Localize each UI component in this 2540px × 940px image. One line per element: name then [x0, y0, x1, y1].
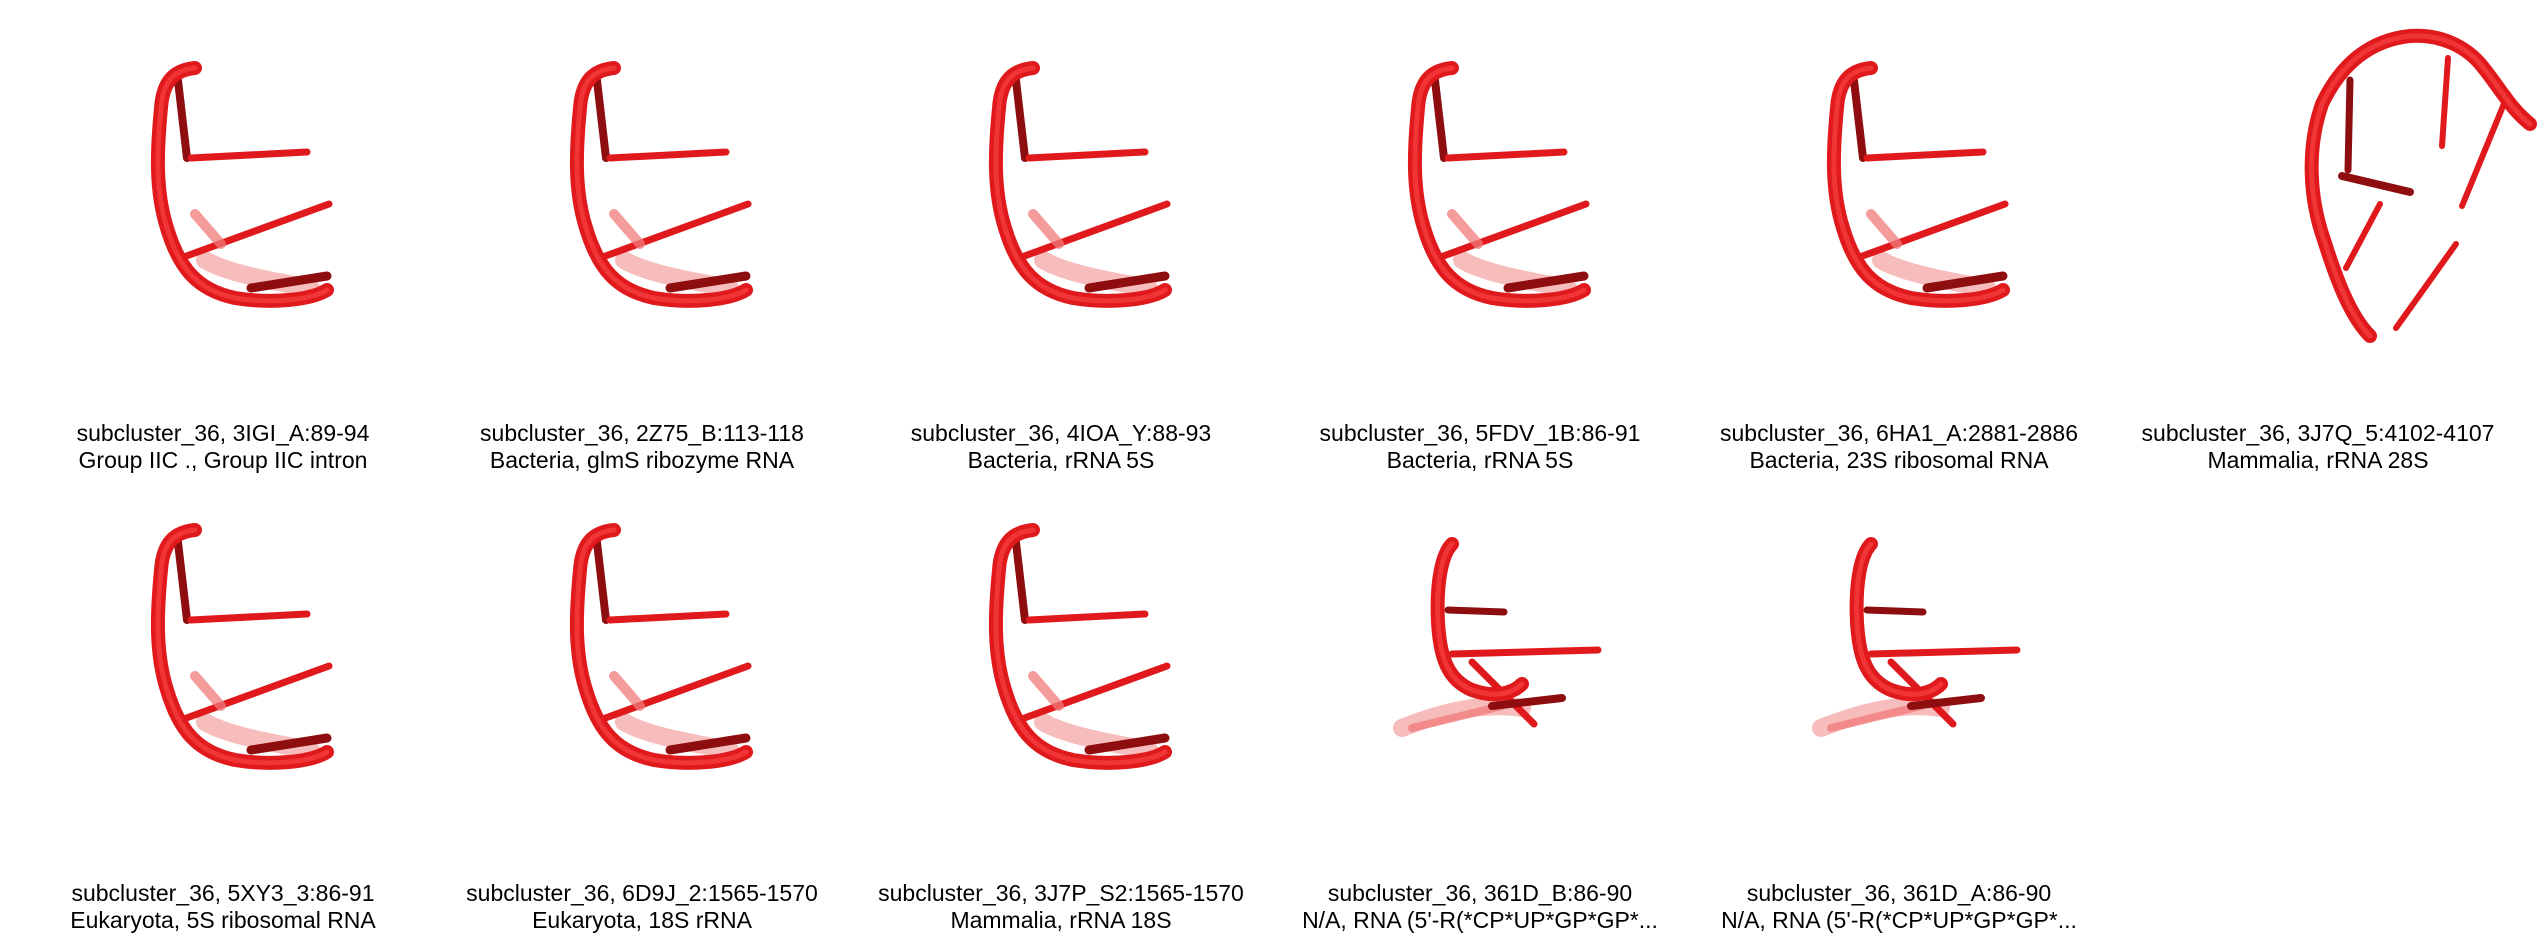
rna-3d-structure-icon — [1826, 61, 2010, 308]
tile-title: subcluster_36, 3J7P_S2:1565-1570 — [878, 880, 1244, 906]
tile-subtitle: Bacteria, rRNA 5S — [1386, 447, 1574, 473]
tile-title: subcluster_36, 3J7Q_5:4102-4107 — [2141, 420, 2495, 446]
tile-subtitle: N/A, RNA (5'-R(*CP*UP*GP*GP*... — [1302, 907, 1658, 933]
rna-3d-structure-icon — [150, 61, 334, 308]
tile-title: subcluster_36, 5FDV_1B:86-91 — [1319, 420, 1641, 446]
rna-3d-structure-icon — [988, 523, 1172, 770]
rna-3d-structure-icon — [1812, 537, 2021, 737]
tile-subtitle: Mammalia, rRNA 18S — [950, 907, 1172, 933]
tile-subtitle: Bacteria, 23S ribosomal RNA — [1749, 447, 2049, 473]
tile-subtitle: Bacteria, rRNA 5S — [967, 447, 1155, 473]
tile-subtitle: N/A, RNA (5'-R(*CP*UP*GP*GP*... — [1721, 907, 2077, 933]
rna-3d-structure-icon — [569, 61, 753, 308]
tile-subtitle: Eukaryota, 18S rRNA — [532, 907, 752, 933]
tile-subtitle: Eukaryota, 5S ribosomal RNA — [70, 907, 376, 933]
rna-3d-structure-icon — [569, 523, 753, 770]
tile-title: subcluster_36, 6D9J_2:1565-1570 — [466, 880, 818, 906]
rna-3d-structure-icon — [2304, 28, 2537, 343]
tile-title: subcluster_36, 361D_B:86-90 — [1327, 880, 1633, 906]
rna-3d-structure-icon — [988, 61, 1172, 308]
tile-title: subcluster_36, 3IGI_A:89-94 — [76, 420, 370, 446]
tile-subtitle: Bacteria, glmS ribozyme RNA — [489, 447, 795, 473]
rna-3d-structure-icon — [1407, 61, 1591, 308]
tile-subtitle: Mammalia, rRNA 28S — [2207, 447, 2429, 473]
tile-title: subcluster_36, 361D_A:86-90 — [1746, 880, 2052, 906]
rna-3d-structure-icon — [150, 523, 334, 770]
tile-subtitle: Group IIC ., Group IIC intron — [78, 447, 368, 473]
tile-title: subcluster_36, 2Z75_B:113-118 — [480, 420, 804, 446]
tile-title: subcluster_36, 4IOA_Y:88-93 — [910, 420, 1212, 446]
rna-3d-structure-icon — [1393, 537, 1602, 737]
tile-title: subcluster_36, 6HA1_A:2881-2886 — [1719, 420, 2079, 446]
tile-title: subcluster_36, 5XY3_3:86-91 — [71, 880, 375, 906]
